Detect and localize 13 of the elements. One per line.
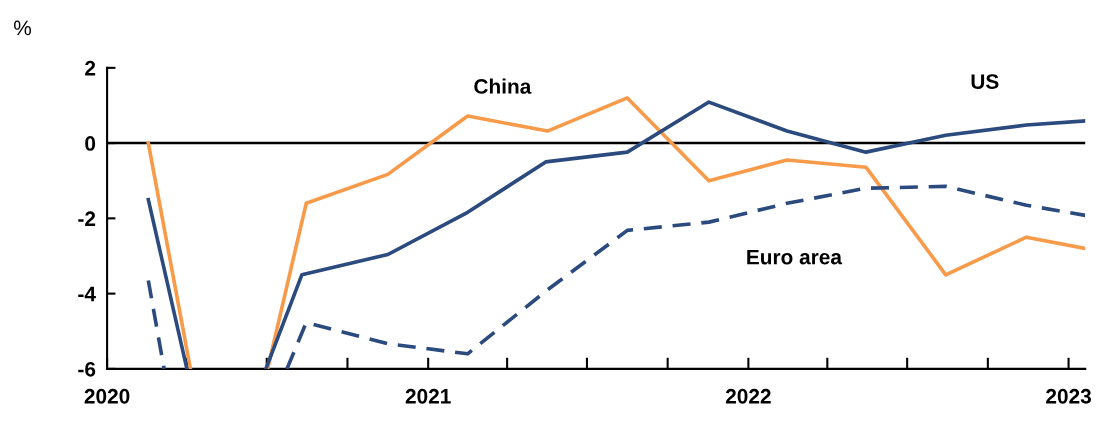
series-label: Euro area [747, 249, 843, 265]
y-tick-label: 0 [85, 136, 96, 151]
x-tick-label: 2021 [405, 388, 451, 404]
series-label: China [474, 78, 532, 94]
y-tick-label: -2 [78, 211, 96, 226]
y-tick-label: -6 [78, 361, 96, 377]
y-tick-label: 2 [85, 60, 96, 76]
x-tick-label: 2020 [84, 388, 130, 404]
series-label: US [971, 74, 999, 89]
x-tick-label: 2023 [1046, 388, 1091, 404]
y-axis-title: % [13, 20, 32, 36]
y-tick-label: -4 [78, 286, 96, 302]
x-tick-label: 2022 [725, 388, 771, 404]
